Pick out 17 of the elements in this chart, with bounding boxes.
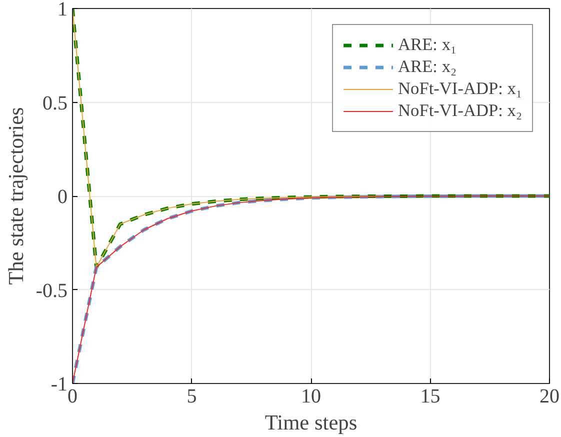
x-tick-label: 15 (420, 386, 440, 408)
y-tick-label: 1 (58, 0, 68, 20)
legend-label: NoFt-VI-ADP: x₂ (398, 101, 522, 121)
line-series (72, 8, 384, 268)
legend-label: ARE: x₁ (398, 35, 457, 55)
x-tick-label: 10 (301, 386, 321, 408)
legend-label: NoFt-VI-ADP: x₁ (398, 79, 522, 99)
legend-label: ARE: x₂ (398, 57, 457, 77)
x-axis-title: Time steps (264, 410, 358, 434)
y-tick-label: 0.5 (42, 92, 68, 114)
x-tick-label: 5 (186, 386, 197, 408)
line-series (72, 8, 550, 269)
y-tick-label: 0 (58, 186, 68, 208)
y-tick-label: -1 (50, 374, 68, 396)
x-tick-label: 20 (540, 386, 560, 408)
y-axis-title: The state trajectories (4, 107, 28, 285)
y-tick-label: -0.5 (36, 280, 68, 302)
